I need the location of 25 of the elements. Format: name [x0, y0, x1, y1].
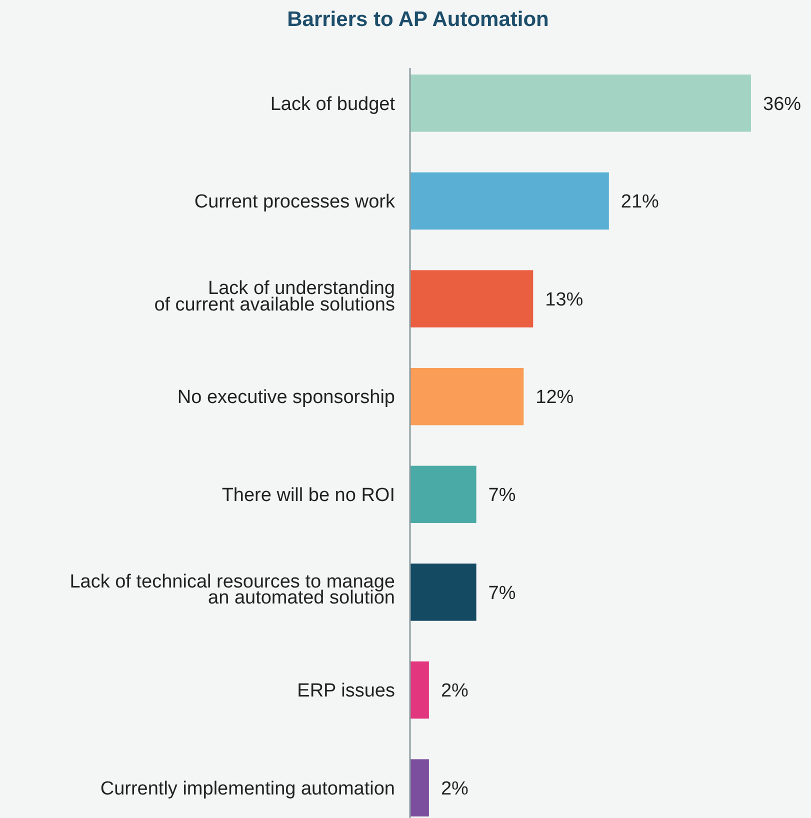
bar: [410, 564, 476, 621]
y-tick-label: No executive sponsorship: [177, 387, 395, 408]
y-tick-label: Lack of technical resources to manage an automated solution: [70, 571, 395, 609]
bar: [410, 661, 429, 719]
bar: [410, 172, 609, 230]
bar: [410, 759, 429, 816]
y-tick-label: There will be no ROI: [222, 485, 395, 506]
data-label: 7%: [488, 582, 516, 604]
data-label: 2%: [440, 680, 469, 702]
y-tick-label: Current processes work: [194, 192, 396, 213]
chart-title: Barriers to AP Automation: [287, 8, 549, 31]
y-tick-label: Lack of understanding of current available solutions: [154, 278, 395, 316]
bar: [410, 466, 476, 524]
data-label: 7%: [488, 485, 516, 506]
data-label: 2%: [440, 778, 469, 800]
y-tick-label: Currently implementing automation: [100, 778, 395, 800]
data-label: 36%: [763, 94, 802, 115]
bar: [410, 74, 751, 132]
data-label: 12%: [536, 387, 574, 408]
bar: [410, 270, 534, 328]
bar: [410, 368, 524, 426]
data-label: 13%: [545, 289, 584, 310]
data-label: 21%: [620, 192, 660, 213]
y-tick-label: Lack of budget: [270, 94, 396, 115]
y-tick-label: ERP issues: [297, 680, 395, 702]
